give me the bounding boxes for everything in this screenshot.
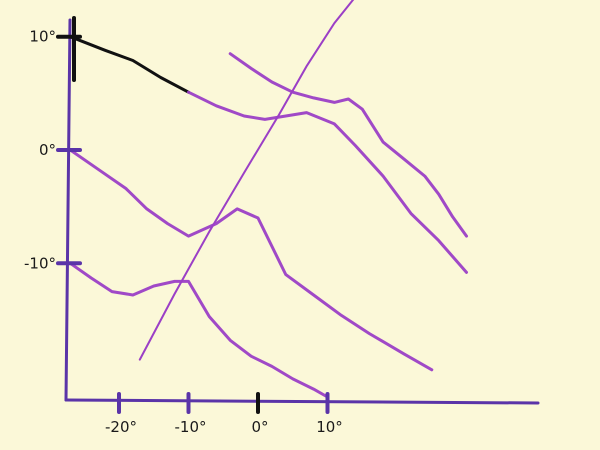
x-axis-line [64, 398, 540, 405]
series-layer [68, 0, 468, 399]
series-1-line [187, 90, 468, 274]
series-2-line [68, 148, 434, 372]
series-4-line [228, 52, 468, 238]
y-tick-label: -10° [24, 254, 56, 272]
x-tick-label: -20° [105, 418, 137, 436]
x-tick-label: 0° [251, 418, 268, 436]
series-3-line [68, 261, 329, 399]
series-1-line-segment-black [68, 35, 190, 94]
y-tick-label: 10° [29, 28, 56, 46]
diagonal-line [138, 0, 355, 361]
x-tick-label: -10° [175, 418, 207, 436]
y-axis-line [64, 18, 72, 402]
y-tick-label: 0° [39, 141, 56, 159]
tick-layer: 10° 0° -10° -20° -10° 0° 10° [24, 16, 343, 436]
axes-layer [64, 18, 540, 405]
x-tick-label: 10° [316, 418, 343, 436]
